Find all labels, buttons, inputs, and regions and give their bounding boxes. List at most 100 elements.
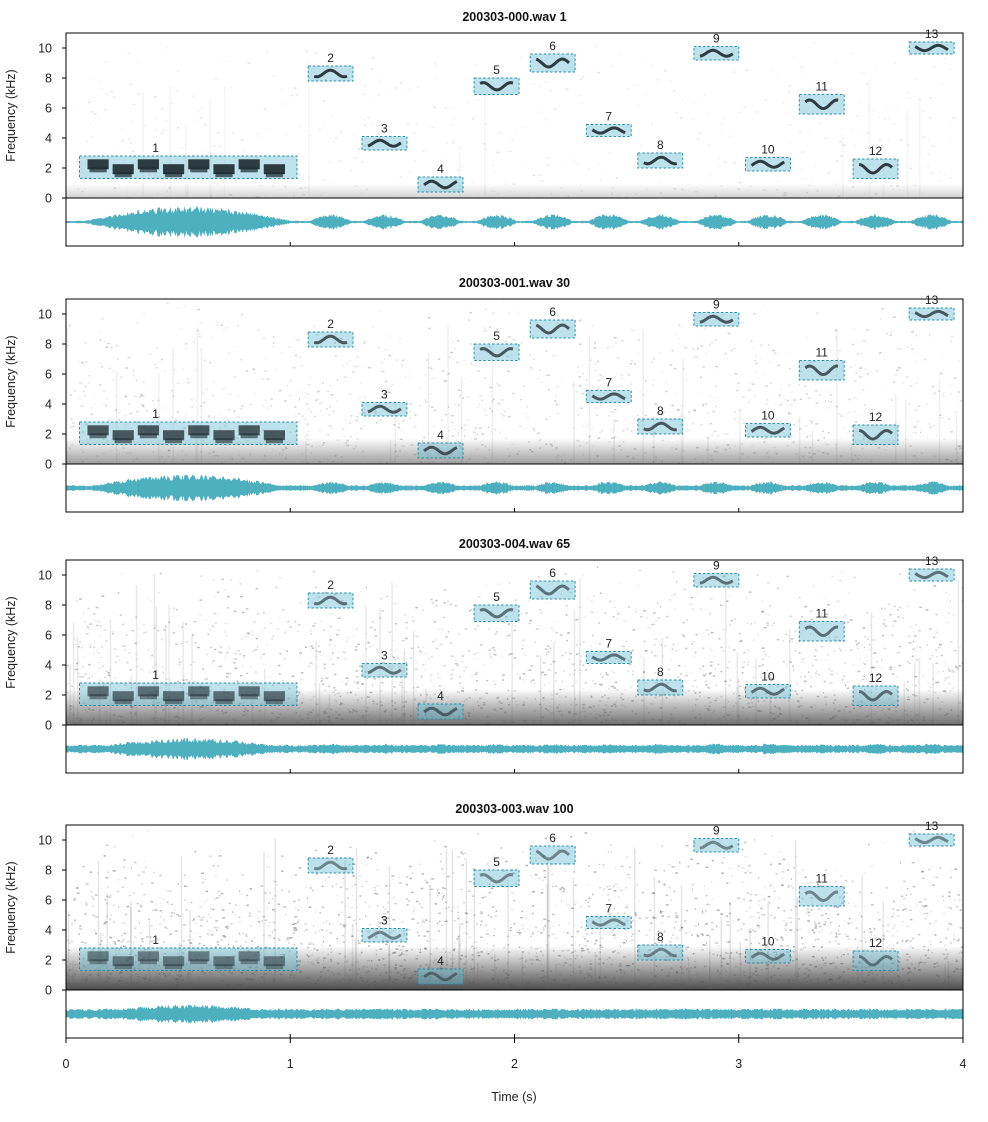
- syllable: [89, 959, 107, 965]
- call-contour: [699, 314, 734, 324]
- call-contour: [479, 81, 514, 92]
- call-label: 12: [869, 144, 883, 158]
- y-tick-label: 2: [45, 162, 52, 176]
- syllable: [213, 164, 235, 175]
- call-4: 4: [417, 689, 464, 720]
- call-label: 8: [657, 404, 664, 418]
- call-contour: [804, 98, 839, 110]
- spectrogram-noise: [66, 829, 963, 990]
- y-tick-label: 10: [38, 834, 52, 848]
- call-label: 13: [925, 293, 939, 307]
- syllable: [240, 694, 258, 700]
- call-label: 1: [152, 407, 159, 421]
- syllable: [265, 699, 283, 705]
- call-contour: [535, 584, 571, 596]
- call-12: 12: [852, 936, 899, 971]
- call-contour: [643, 682, 678, 693]
- call-label: 3: [381, 388, 388, 402]
- call-label: 8: [657, 930, 664, 944]
- call-contour: [699, 48, 734, 58]
- call-contour: [699, 575, 734, 585]
- call-contour: [858, 690, 893, 702]
- call-contour: [423, 445, 458, 456]
- y-tick-label: 2: [45, 954, 52, 968]
- syllable: [139, 959, 157, 965]
- call-box: [307, 331, 354, 348]
- y-tick-label: 8: [45, 864, 52, 878]
- call-contour: [367, 138, 402, 148]
- call-contour: [804, 890, 839, 902]
- panel-title: 200303-004.wav 65: [459, 537, 570, 551]
- y-tick-label: 0: [45, 458, 52, 472]
- y-axis-label: Frequency (kHz): [4, 861, 18, 953]
- call-label: 9: [713, 298, 720, 312]
- call-label: 11: [815, 80, 828, 94]
- call-label: 12: [869, 410, 883, 424]
- call-7: 7: [585, 902, 632, 929]
- call-contour: [313, 68, 348, 79]
- syllable: [112, 164, 134, 175]
- call-contour: [804, 364, 839, 376]
- call-contour: [591, 653, 626, 662]
- y-tick-label: 4: [45, 132, 52, 146]
- syllable: [137, 159, 159, 170]
- call-contour: [479, 873, 514, 884]
- y-tick-label: 6: [45, 629, 52, 643]
- call-box: [637, 679, 684, 696]
- call-contour: [858, 429, 893, 441]
- x-axis: 0 1 2 3 4: [63, 1038, 967, 1071]
- call-label: 10: [761, 935, 775, 949]
- syllable: [238, 951, 260, 962]
- call-5: 5: [473, 329, 520, 361]
- syllable: [238, 159, 260, 170]
- call-label: 1: [152, 141, 159, 155]
- call-box: [307, 857, 354, 874]
- y-axis-label: Frequency (kHz): [4, 335, 18, 427]
- y-tick-label: 8: [45, 72, 52, 86]
- call-6: 6: [529, 831, 576, 865]
- syllable: [240, 433, 258, 439]
- call-box: [473, 343, 520, 361]
- call-3: 3: [361, 649, 408, 678]
- call-box: [852, 158, 899, 179]
- call-label: 8: [657, 665, 664, 679]
- y-tick-label: 0: [45, 192, 52, 206]
- call-label: 11: [815, 607, 828, 621]
- syllable: [190, 433, 208, 439]
- y-tick-label: 6: [45, 894, 52, 908]
- x-tick-label: 1: [287, 1057, 294, 1071]
- call-contour: [750, 686, 786, 696]
- call-box: [307, 65, 354, 82]
- call-label: 12: [869, 671, 883, 685]
- call-contour: [423, 706, 458, 717]
- call-10: 10: [745, 935, 791, 964]
- call-9: 9: [693, 298, 740, 327]
- syllable: [215, 699, 233, 705]
- call-box: [852, 950, 899, 971]
- call-6: 6: [529, 39, 576, 73]
- syllable: [165, 699, 183, 705]
- panels-group: 200303-000.wav 1123456789101112130246810…: [4, 10, 964, 1039]
- call-label: 4: [437, 162, 444, 176]
- call-2: 2: [307, 317, 354, 348]
- call-3: 3: [361, 122, 408, 151]
- call-label: 11: [815, 346, 828, 360]
- syllable: [137, 951, 159, 962]
- call-2: 2: [307, 578, 354, 609]
- call-contour: [914, 570, 949, 580]
- call-box: [473, 604, 520, 622]
- call-contour: [914, 835, 949, 845]
- call-contour: [423, 971, 458, 982]
- call-contour: [535, 57, 571, 69]
- call-label: 5: [493, 329, 500, 343]
- call-box: [798, 94, 845, 115]
- call-5: 5: [473, 855, 520, 887]
- call-label: 4: [437, 954, 444, 968]
- call-contour: [750, 159, 786, 169]
- call-12: 12: [852, 144, 899, 179]
- call-label: 13: [925, 554, 939, 568]
- y-tick-label: 4: [45, 924, 52, 938]
- syllable: [213, 956, 235, 967]
- waveform: [66, 1004, 963, 1024]
- call-contour: [643, 155, 678, 166]
